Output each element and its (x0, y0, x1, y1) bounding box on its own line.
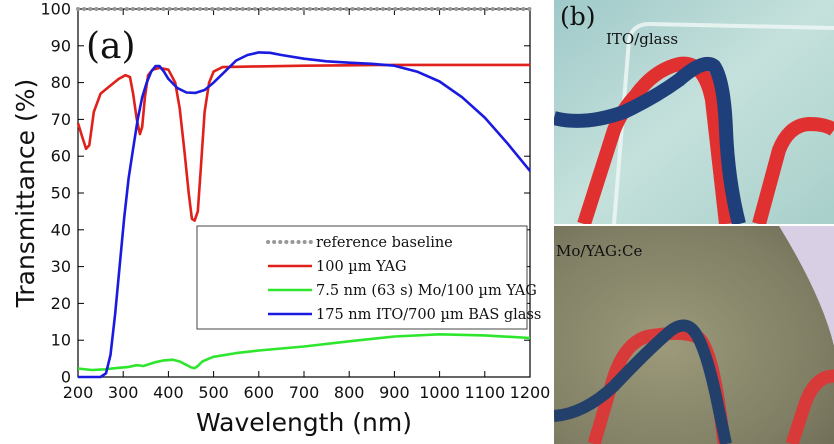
red-pattern-trace-right (752, 116, 834, 224)
series-line-7-5-nm-63-s-mo-100-m-yag (77, 332, 531, 372)
y-tick-label: 20 (51, 294, 71, 313)
x-tick-label: 1000 (419, 383, 460, 402)
x-tick-label: 400 (153, 383, 184, 402)
blue-pattern-trace (554, 56, 746, 224)
panel-b-label: (b) (560, 2, 596, 31)
x-tick-label: 700 (289, 383, 320, 402)
mo-yag-photo-image (554, 226, 834, 444)
y-tick-label: 70 (51, 110, 71, 129)
y-tick-label: 90 (51, 36, 71, 55)
legend-box (196, 225, 528, 330)
x-tick-label: 600 (244, 383, 275, 402)
glass-slide-edge (612, 21, 834, 224)
legend-label: 175 nm ITO/700 µm BAS glass (316, 307, 541, 323)
y-axis-title: Transmittance (%) (11, 79, 40, 308)
x-tick-label: 1200 (510, 383, 551, 402)
panel-a-label: (a) (86, 26, 136, 67)
axis-ticks: 200 300 400 500 600 700 800 900 1000 1100 1200 0 10 2… (40, 0, 550, 402)
legend-label: reference baseline (316, 235, 453, 251)
y-tick-label: 0 (61, 368, 71, 387)
transmittance-chart: 200 300 400 500 600 700 800 900 1000 1100 1200 0 10 2… (11, 0, 550, 437)
x-tick-label: 800 (334, 383, 365, 402)
ito-glass-label: ITO/glass (606, 30, 679, 48)
legend: reference baseline 100 µm YAG 7.5 nm (63 s… (196, 225, 541, 330)
blue-pattern-trace (554, 319, 732, 444)
y-tick-label: 30 (51, 257, 71, 276)
y-tick-label: 80 (51, 73, 71, 92)
x-axis-title: Wavelength (nm) (196, 408, 412, 437)
x-tick-label: 200 (63, 383, 94, 402)
series-line-175-nm-ito-700-m-bas-glass (78, 51, 532, 379)
ito-glass-photo-image (554, 0, 834, 224)
legend-label: 100 µm YAG (316, 259, 407, 275)
red-pattern-trace-right (785, 369, 834, 444)
photo-ito-glass: (b) ITO/glass (554, 0, 834, 224)
x-tick-label: 300 (108, 383, 139, 402)
x-tick-label: 900 (379, 383, 410, 402)
x-tick-label: 500 (198, 383, 229, 402)
series-layer (76, 7, 532, 379)
y-tick-label: 60 (51, 147, 71, 166)
y-tick-label: 10 (51, 331, 71, 350)
legend-label: 7.5 nm (63 s) Mo/100 µm YAG (316, 283, 537, 299)
y-tick-label: 40 (51, 220, 71, 239)
mo-yag-label: Mo/YAG:Ce (556, 242, 643, 260)
y-tick-label: 50 (51, 184, 71, 203)
series-line-100-m-yag (76, 63, 530, 222)
photo-mo-yag: Mo/YAG:Ce (554, 226, 834, 444)
x-tick-label: 1100 (464, 383, 505, 402)
y-tick-label: 100 (40, 0, 71, 19)
